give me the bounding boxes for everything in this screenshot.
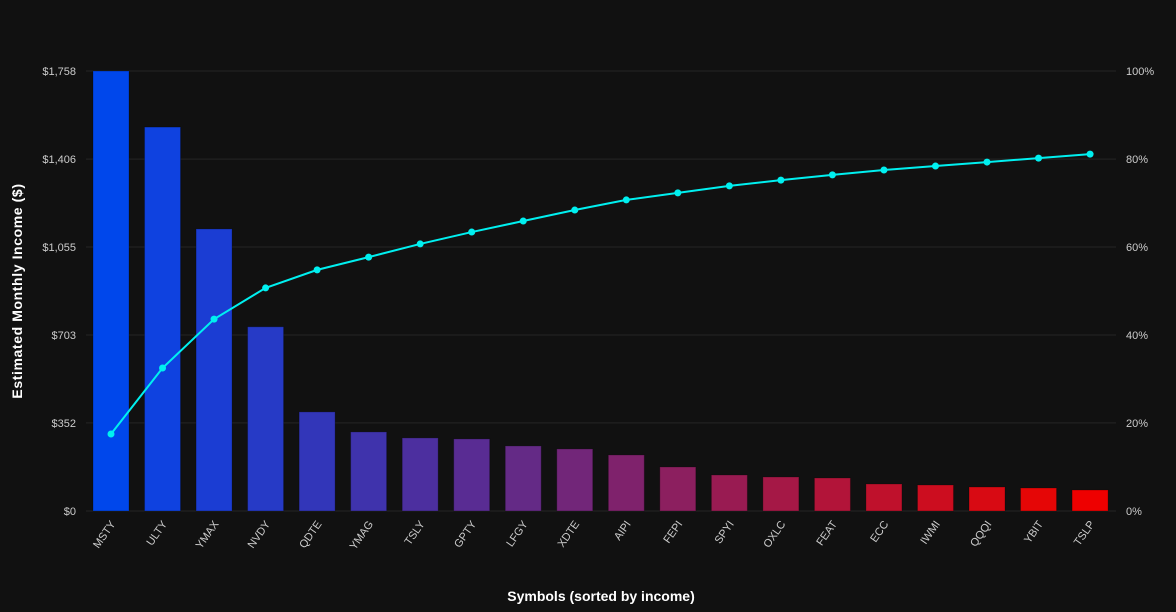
bar-feat[interactable] <box>813 477 851 512</box>
y-tick-label: $0 <box>64 506 76 518</box>
x-tick-label: OXLC <box>761 519 788 550</box>
y2-tick-label: 60% <box>1126 242 1148 254</box>
bar-ulty[interactable] <box>144 126 182 512</box>
cumulative-percent-line <box>110 153 1091 435</box>
cumulative-point-gpty[interactable] <box>468 228 476 236</box>
cumulative-point-spyi[interactable] <box>725 182 733 190</box>
x-tick-label: QQQI <box>968 519 994 549</box>
y-axis-right: 0% 20% 40% 60% 80% 100% <box>1126 66 1154 518</box>
bar-ymax[interactable] <box>195 228 233 512</box>
bar-ymag[interactable] <box>350 431 388 512</box>
cumulative-point-ulty[interactable] <box>159 364 167 372</box>
x-tick-label: IWMI <box>918 519 943 547</box>
bar-tsly[interactable] <box>401 437 439 512</box>
bar-ecc[interactable] <box>865 483 903 512</box>
cumulative-line <box>107 150 1094 438</box>
x-tick-label: MSTY <box>91 518 119 550</box>
y-tick-label: $352 <box>52 418 76 430</box>
bar-msty[interactable] <box>92 70 130 512</box>
y-tick-label: $1,758 <box>42 66 76 78</box>
x-tick-label: QDTE <box>297 519 324 551</box>
cumulative-point-fepi[interactable] <box>674 189 682 197</box>
income-bars <box>92 70 1109 512</box>
y-axis-left: $0 $352 $703 $1,055 $1,406 $1,758 <box>42 66 76 518</box>
y2-tick-label: 20% <box>1126 418 1148 430</box>
cumulative-point-qqqi[interactable] <box>983 158 991 166</box>
bar-spyi[interactable] <box>710 474 748 512</box>
cumulative-point-aipi[interactable] <box>622 196 630 204</box>
bar-xdte[interactable] <box>556 448 594 512</box>
x-tick-label: LFGY <box>504 518 531 549</box>
y-axis-title: Estimated Monthly Income ($) <box>9 183 25 398</box>
cumulative-point-nvdy[interactable] <box>262 284 270 292</box>
cumulative-point-lfgy[interactable] <box>519 217 527 225</box>
bar-iwmi[interactable] <box>916 484 954 512</box>
bar-nvdy[interactable] <box>247 326 285 512</box>
cumulative-point-tsly[interactable] <box>416 240 424 248</box>
x-tick-label: GPTY <box>452 518 479 550</box>
bar-qqqi[interactable] <box>968 486 1006 512</box>
y2-tick-label: 0% <box>1126 506 1142 518</box>
gridlines <box>86 70 1116 512</box>
y-tick-label: $1,055 <box>42 242 76 254</box>
cumulative-point-qdte[interactable] <box>313 266 321 274</box>
cumulative-point-ecc[interactable] <box>880 166 888 174</box>
x-axis: MSTY ULTY YMAX NVDY QDTE YMAG TSLY GPTY LFGY XDTE… <box>91 518 1097 552</box>
x-tick-label: YMAG <box>348 519 376 552</box>
cumulative-point-iwmi[interactable] <box>931 162 939 170</box>
bar-ybit[interactable] <box>1020 487 1058 512</box>
bar-fepi[interactable] <box>659 466 697 512</box>
x-tick-label: ECC <box>868 519 891 545</box>
cumulative-point-oxlc[interactable] <box>777 176 785 184</box>
x-tick-label: YBIT <box>1022 519 1046 546</box>
cumulative-point-feat[interactable] <box>828 171 836 179</box>
cumulative-point-tslp[interactable] <box>1086 150 1094 158</box>
x-tick-label: TSLP <box>1072 519 1098 548</box>
x-tick-label: ULTY <box>144 518 170 548</box>
cumulative-point-ymag[interactable] <box>365 253 373 261</box>
bar-qdte[interactable] <box>298 411 336 512</box>
y-tick-label: $703 <box>52 330 76 342</box>
bar-gpty[interactable] <box>453 438 491 512</box>
bar-aipi[interactable] <box>607 454 645 512</box>
x-tick-label: AIPI <box>612 519 634 543</box>
y2-tick-label: 80% <box>1126 154 1148 166</box>
x-tick-label: SPYI <box>713 519 737 546</box>
bar-oxlc[interactable] <box>762 476 800 512</box>
y2-tick-label: 40% <box>1126 330 1148 342</box>
bar-lfgy[interactable] <box>504 445 542 512</box>
cumulative-point-xdte[interactable] <box>571 206 579 214</box>
x-tick-label: FEAT <box>814 519 840 548</box>
cumulative-point-ymax[interactable] <box>210 315 218 323</box>
x-tick-label: YMAX <box>194 518 222 551</box>
x-tick-label: XDTE <box>556 519 583 550</box>
y-tick-label: $1,406 <box>42 154 76 166</box>
x-tick-label: TSLY <box>402 518 428 547</box>
cumulative-point-ybit[interactable] <box>1035 154 1043 162</box>
y2-tick-label: 100% <box>1126 66 1154 78</box>
x-tick-label: NVDY <box>246 518 274 550</box>
cumulative-point-msty[interactable] <box>107 430 115 438</box>
bar-tslp[interactable] <box>1071 489 1109 512</box>
x-tick-label: FEPI <box>661 519 685 546</box>
x-axis-title: Symbols (sorted by income) <box>507 588 694 604</box>
